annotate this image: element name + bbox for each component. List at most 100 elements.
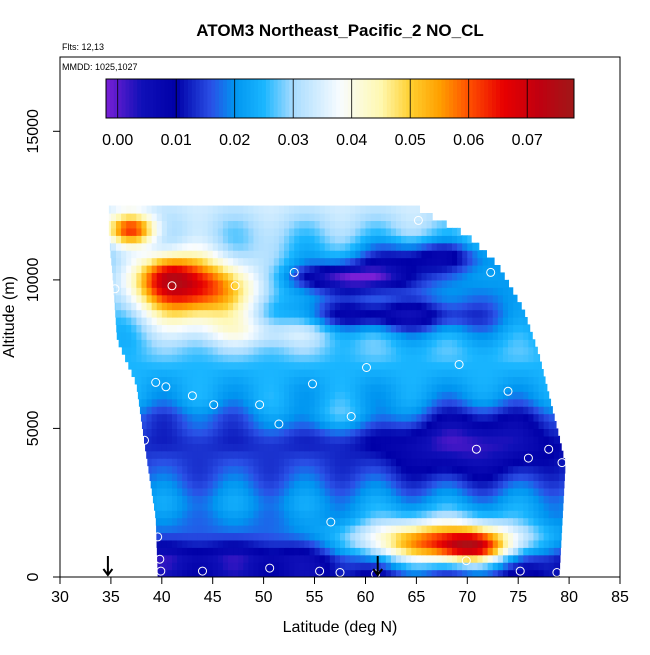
- heatmap-cell: [355, 495, 361, 504]
- heatmap-cell: [396, 547, 402, 556]
- heatmap-cell: [156, 324, 163, 333]
- heatmap-cell: [441, 250, 448, 259]
- heatmap-cell: [243, 421, 249, 430]
- heatmap-cell: [314, 539, 321, 548]
- heatmap-cell: [263, 294, 270, 303]
- colorbar-segment: [172, 79, 177, 118]
- heatmap-cell: [278, 331, 285, 340]
- heatmap-cell: [446, 480, 453, 489]
- heatmap-cell: [421, 361, 428, 370]
- heatmap-cell: [278, 339, 285, 348]
- heatmap-cell: [151, 279, 158, 288]
- heatmap-cell: [365, 205, 372, 214]
- heatmap-cell: [380, 227, 387, 236]
- heatmap-cell: [334, 213, 341, 222]
- heatmap-cell: [182, 517, 188, 526]
- heatmap-cell: [197, 421, 204, 430]
- colorbar-segment: [156, 79, 162, 118]
- heatmap-cell: [304, 250, 311, 259]
- heatmap-cell: [553, 495, 560, 504]
- heatmap-cell: [314, 309, 321, 318]
- heatmap-cell: [513, 458, 519, 467]
- heatmap-cell: [278, 376, 285, 385]
- heatmap-cell: [182, 421, 188, 430]
- heatmap-cell: [472, 428, 479, 437]
- heatmap-cell: [172, 391, 178, 400]
- heatmap-cell: [538, 517, 545, 526]
- heatmap-cell: [161, 562, 168, 571]
- heatmap-cell: [243, 458, 249, 467]
- heatmap-cell: [340, 450, 346, 459]
- heatmap-cell: [131, 354, 137, 363]
- heatmap-cell: [121, 220, 127, 229]
- heatmap-cell: [222, 235, 229, 244]
- heatmap-cell: [553, 428, 559, 437]
- colorbar-segment: [246, 79, 251, 118]
- heatmap-cell: [482, 317, 489, 326]
- heatmap-cell: [365, 294, 372, 303]
- heatmap-cell: [116, 235, 122, 244]
- heatmap-cell: [416, 242, 423, 251]
- heatmap-cell: [406, 391, 412, 400]
- heatmap-cell: [177, 383, 183, 392]
- observation-point: [471, 444, 481, 454]
- heatmap-cell: [380, 398, 387, 407]
- heatmap-cell: [207, 287, 214, 296]
- heatmap-cell: [154, 502, 158, 511]
- heatmap-cell: [212, 302, 219, 311]
- heatmap-cell: [284, 309, 290, 318]
- heatmap-cell: [177, 487, 183, 496]
- x-tick-label: 85: [611, 589, 629, 606]
- heatmap-cell: [523, 510, 529, 519]
- heatmap-cell: [355, 539, 361, 548]
- heatmap-cell: [238, 339, 244, 348]
- heatmap-cell: [416, 465, 423, 474]
- heatmap-cell: [284, 502, 290, 511]
- latitude-marker-arrow: [372, 556, 384, 577]
- heatmap-cell: [502, 480, 509, 489]
- heatmap-cell: [294, 257, 300, 266]
- heatmap-cell: [345, 272, 351, 281]
- heatmap-cell: [172, 242, 178, 251]
- heatmap-cell: [253, 369, 260, 378]
- heatmap-cell: [284, 242, 290, 251]
- heatmap-cell: [156, 450, 163, 459]
- heatmap-cell: [233, 235, 239, 244]
- heatmap-cell: [513, 510, 519, 519]
- heatmap-cell: [248, 539, 255, 548]
- heatmap-cell: [146, 435, 153, 444]
- heatmap-cell: [482, 532, 489, 541]
- heatmap-cell: [365, 554, 372, 563]
- heatmap-cell: [253, 339, 260, 348]
- heatmap-cell: [441, 346, 448, 355]
- heatmap-cell: [533, 398, 540, 407]
- heatmap-cell: [416, 272, 423, 281]
- heatmap-cell: [365, 287, 372, 296]
- heatmap-cell: [411, 398, 417, 407]
- heatmap-cell: [222, 458, 229, 467]
- heatmap-cell: [375, 339, 382, 348]
- heatmap-cell: [462, 428, 468, 437]
- heatmap-cell: [238, 383, 244, 392]
- colorbar-segment: [262, 79, 267, 118]
- heatmap-cell: [187, 317, 193, 326]
- heatmap-cell: [390, 250, 397, 259]
- heatmap-cell: [329, 309, 336, 318]
- heatmap-cell: [472, 517, 479, 526]
- heatmap-cell: [222, 376, 229, 385]
- heatmap-cell: [212, 220, 219, 229]
- heatmap-cell: [273, 532, 280, 541]
- heatmap-cell: [217, 257, 224, 266]
- heatmap-cell: [253, 473, 260, 482]
- heatmap-cell: [421, 502, 428, 511]
- heatmap-cell: [309, 361, 316, 370]
- heatmap-cell: [243, 250, 249, 259]
- heatmap-cell: [370, 213, 377, 222]
- heatmap-cell: [421, 213, 428, 222]
- heatmap-cell: [268, 406, 275, 415]
- heatmap-cell: [436, 502, 443, 511]
- heatmap-cell: [253, 205, 260, 214]
- heatmap-cell: [360, 421, 367, 430]
- heatmap-cell: [151, 346, 158, 355]
- heatmap-cell: [161, 257, 168, 266]
